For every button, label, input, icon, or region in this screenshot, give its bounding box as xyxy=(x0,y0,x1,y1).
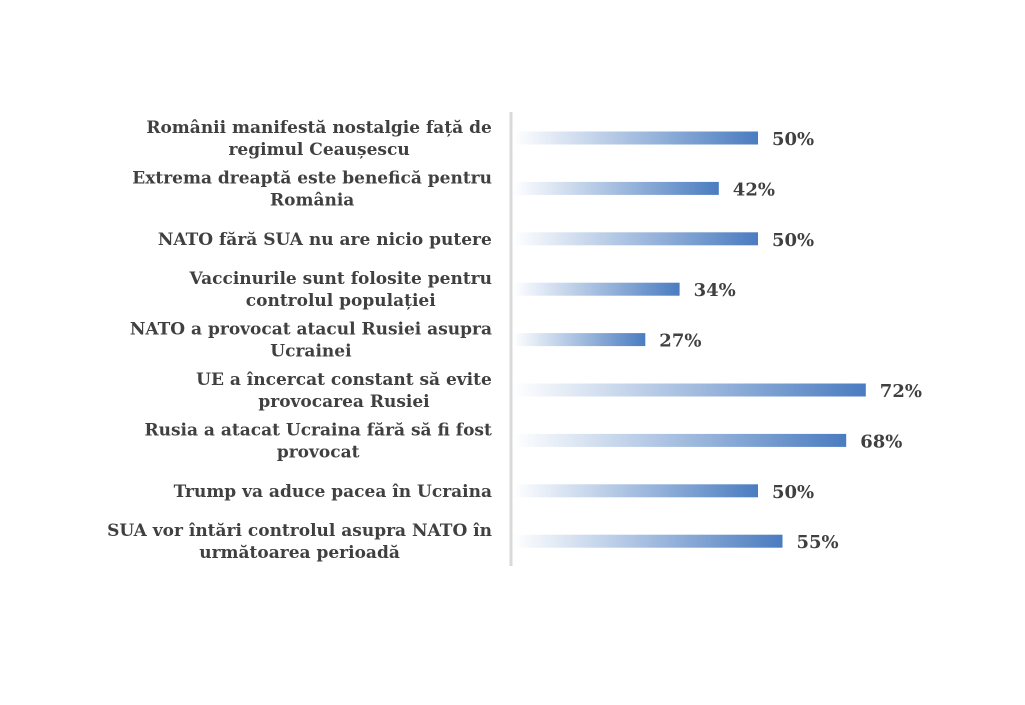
category-label: Românii manifestă nostalgie față de regim… xyxy=(146,118,492,160)
category-label: Vaccinurile sunt folosite pentru controlu… xyxy=(189,269,493,311)
bar xyxy=(513,433,847,447)
bar xyxy=(513,484,758,498)
bar xyxy=(513,181,719,195)
bar xyxy=(513,333,646,347)
value-label: 50% xyxy=(772,129,814,150)
value-label: 50% xyxy=(772,230,814,251)
category-label: UE a încercat constant să evite provocare… xyxy=(196,370,492,412)
value-label: 42% xyxy=(733,179,775,200)
category-labels-group: Românii manifestă nostalgie față de regim… xyxy=(107,118,492,563)
bars-group xyxy=(513,131,866,548)
value-label: 68% xyxy=(860,431,902,452)
category-label: Extrema dreaptă este benefică pentru Româ… xyxy=(132,168,492,210)
value-label: 55% xyxy=(797,532,839,553)
bar xyxy=(513,534,783,548)
value-label: 50% xyxy=(772,482,814,503)
bar xyxy=(513,232,758,246)
category-label: NATO fără SUA nu are nicio putere xyxy=(158,230,492,250)
value-label: 34% xyxy=(694,280,736,301)
bar xyxy=(513,383,866,397)
value-label: 72% xyxy=(880,381,922,402)
category-label: NATO a provocat atacul Rusiei asupra Ucra… xyxy=(130,320,492,362)
category-label: Trump va aduce pacea în Ucraina xyxy=(174,482,492,502)
value-label: 27% xyxy=(659,331,701,352)
value-labels-group: 50% 42% 50% 34% 27% 72% 68% 50% 55% xyxy=(659,129,922,553)
category-label: Rusia a atacat Ucraina fără să fi fost pr… xyxy=(144,420,492,462)
category-label: SUA vor întări controlul asupra NATO în u… xyxy=(107,521,492,563)
bar xyxy=(513,131,758,145)
bar xyxy=(513,282,680,296)
